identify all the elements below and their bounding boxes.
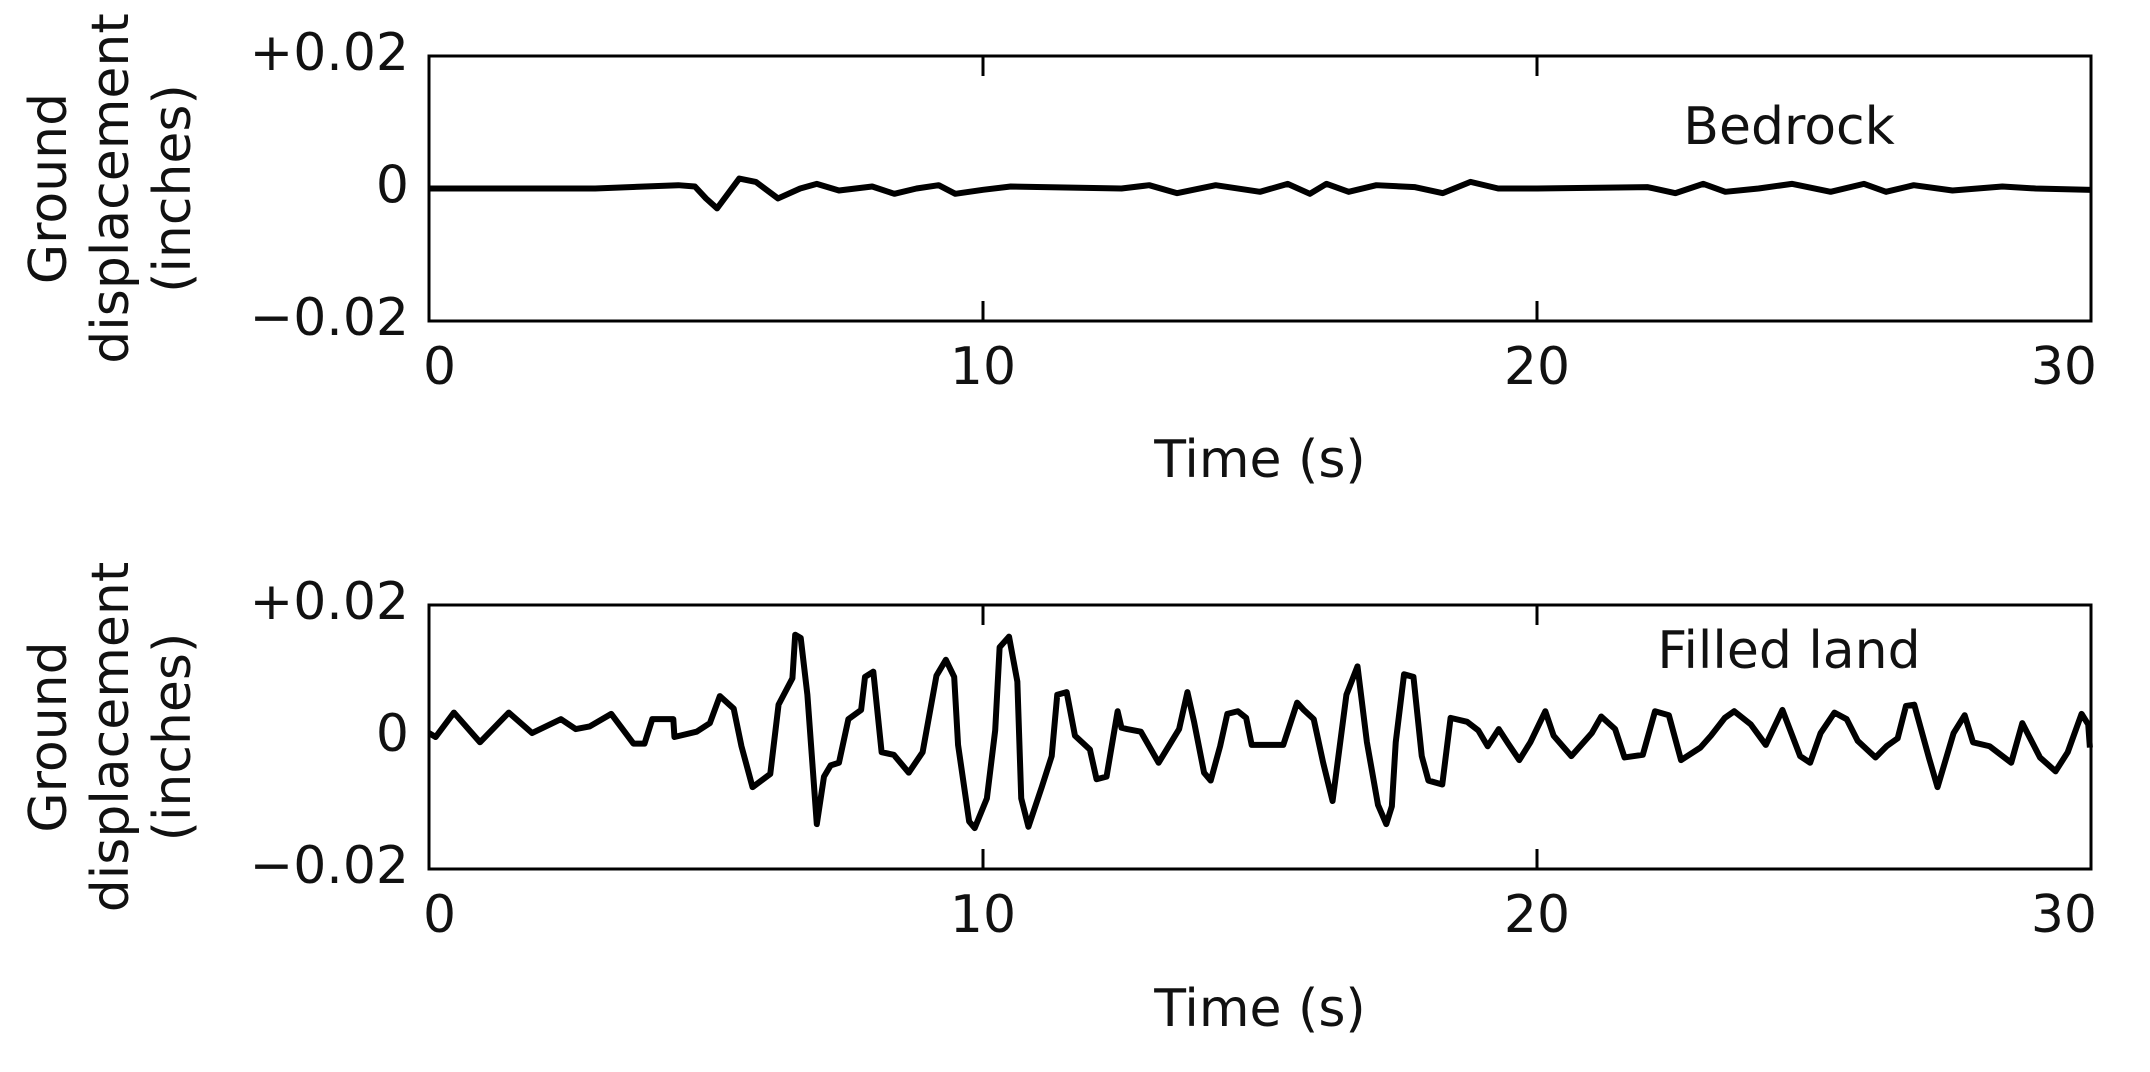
x-tick-label: 20 xyxy=(1504,885,1570,945)
plot-frame xyxy=(427,603,2093,871)
y-tick-label: 0 xyxy=(376,156,409,216)
y-tick-label: −0.02 xyxy=(250,836,409,896)
y-tick-label: −0.02 xyxy=(250,288,409,348)
y-axis-title: (inches) xyxy=(143,84,203,293)
y-tick-label: +0.02 xyxy=(250,23,409,83)
data-line xyxy=(427,631,2093,832)
data-line xyxy=(429,175,2092,212)
x-tick-label: 30 xyxy=(2031,337,2097,397)
annotation: Bedrock xyxy=(1683,97,1894,157)
y-tick-label: 0 xyxy=(376,704,409,764)
annotation: Filled land xyxy=(1657,621,1920,681)
y-axis-title: displacement xyxy=(81,13,141,363)
x-tick-label: 30 xyxy=(2031,885,2097,945)
plot-frame xyxy=(427,54,2093,323)
y-axis-title: displacement xyxy=(81,562,141,912)
y-axis-title: Ground xyxy=(19,641,79,832)
x-tick-label: 0 xyxy=(423,885,456,945)
y-axis-title: (inches) xyxy=(143,633,203,842)
x-axis-title: Time (s) xyxy=(1153,979,1365,1039)
y-tick-label: +0.02 xyxy=(250,572,409,632)
x-tick-label: 10 xyxy=(950,885,1016,945)
x-axis-title: Time (s) xyxy=(1153,430,1365,490)
y-axis-title: Ground xyxy=(19,93,79,284)
x-tick-label: 20 xyxy=(1504,337,1570,397)
x-tick-label: 0 xyxy=(423,337,456,397)
x-tick-label: 10 xyxy=(950,337,1016,397)
